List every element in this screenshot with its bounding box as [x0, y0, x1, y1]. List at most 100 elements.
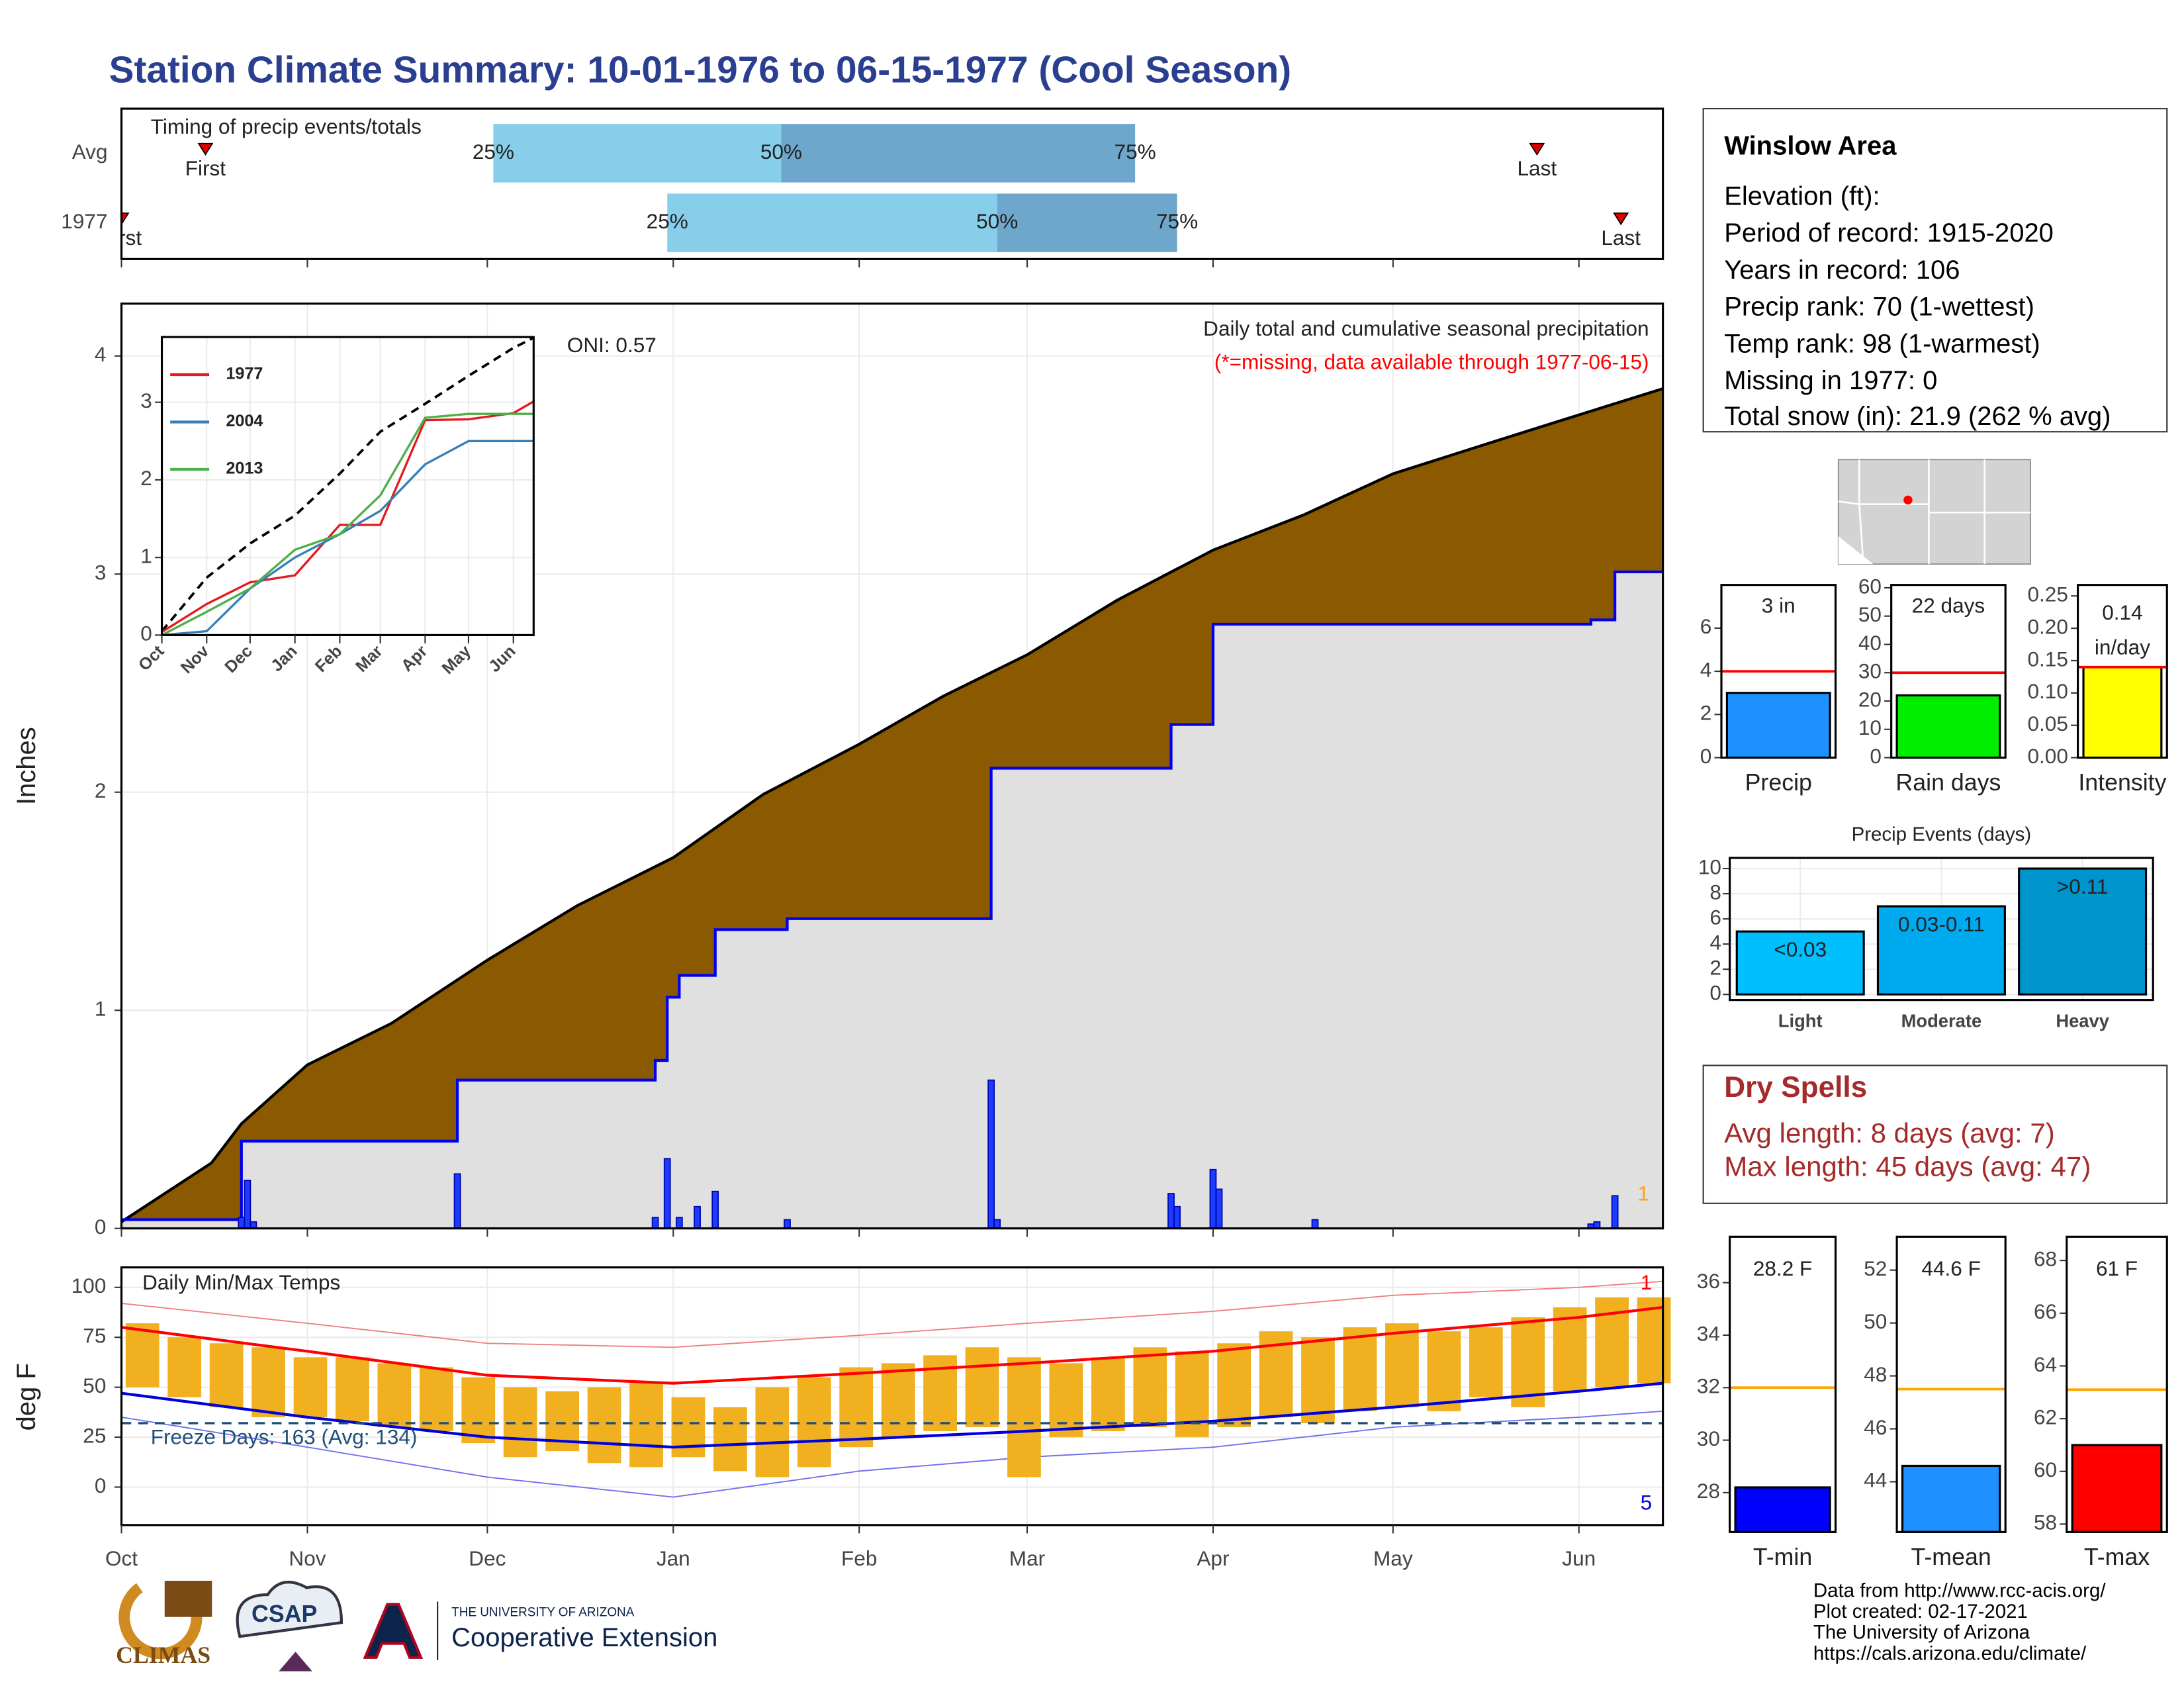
daily-bar: [453, 1173, 461, 1229]
temp-bar: [167, 1337, 202, 1397]
y-axis-label: deg F: [12, 1363, 41, 1430]
category-label: T-mean: [1911, 1544, 1991, 1570]
y-tick-label: 75: [83, 1324, 106, 1348]
plot-bg: [1729, 1237, 1836, 1532]
temp-bar: [713, 1407, 747, 1472]
temp-bar: [1385, 1323, 1419, 1407]
daily-bar: [1311, 1219, 1319, 1229]
y-tick-label: 2: [1700, 701, 1712, 725]
temp-bar: [1133, 1347, 1167, 1427]
y-tick-label: 0.10: [2027, 679, 2068, 703]
timing-label: Last: [1517, 156, 1557, 180]
timing-label: First: [101, 226, 142, 250]
y-tick-label: 100: [71, 1274, 107, 1297]
y-tick-label: 36: [1697, 1269, 1720, 1293]
y-tick-label: 66: [2034, 1299, 2057, 1323]
timing-bar: [781, 124, 1136, 183]
timing-title: Timing of precip events/totals: [151, 115, 422, 138]
station-line: Total snow (in): 21.9 (262 % avg): [1724, 402, 2111, 431]
y-tick-label: 0: [95, 1474, 107, 1497]
temp-bar: [965, 1347, 999, 1427]
temp-bar: [1343, 1327, 1377, 1411]
temp-bar: [125, 1323, 159, 1387]
temp-bar: [1511, 1317, 1545, 1407]
y-tick-label: 60: [1858, 574, 1882, 598]
legend-label: 2004: [226, 412, 263, 430]
value-label: 44.6 F: [1921, 1256, 1980, 1280]
y-tick-label: 28: [1697, 1479, 1720, 1503]
y-tick-label: 2: [1709, 956, 1721, 980]
station-line: Elevation (ft):: [1724, 181, 1880, 211]
low-note: 5: [1641, 1491, 1653, 1515]
temp-bar: [1553, 1307, 1587, 1391]
daily-bar: [987, 1079, 995, 1229]
timing-label: 25%: [473, 140, 514, 164]
csap-text: CSAP: [251, 1601, 317, 1627]
temp-bar: [461, 1377, 496, 1444]
timing-bar: [667, 193, 997, 252]
y-tick-label: 64: [2034, 1352, 2057, 1376]
station-line: Temp rank: 98 (1-warmest): [1724, 329, 2040, 358]
plot-frame: [1729, 857, 2154, 1002]
station-line: Years in record: 106: [1724, 256, 1960, 285]
chart-title: Precip Events (days): [1852, 823, 2032, 845]
value-label: 28.2 F: [1753, 1256, 1812, 1280]
footer-line: The University of Arizona: [1813, 1622, 2030, 1644]
average-line: [161, 336, 535, 632]
csap-logo: CSAP: [236, 1581, 343, 1671]
extension-text: Cooperative Extension: [451, 1623, 717, 1652]
plot-frame: [2066, 1235, 2168, 1533]
value-label: 61 F: [2096, 1256, 2138, 1280]
daily-bar: [784, 1219, 791, 1229]
temp-bar: [336, 1357, 369, 1421]
value-label: 3 in: [1762, 594, 1796, 618]
timing-marker: [1529, 142, 1545, 156]
record-low-line: [121, 1410, 1663, 1498]
y-tick-label: 44: [1864, 1468, 1887, 1492]
row-label: Avg: [72, 140, 108, 164]
plot-frame: [1720, 584, 1837, 759]
plot-frame: [160, 336, 535, 636]
y-tick-label: 10: [1858, 716, 1882, 739]
y-tick-label: 20: [1858, 687, 1882, 711]
timing-label: 25%: [647, 209, 688, 233]
x-tick-label: May: [1373, 1546, 1413, 1570]
category-label: Heavy: [2056, 1011, 2109, 1031]
bar: [1725, 692, 1831, 759]
category-label: Precip: [1745, 769, 1812, 796]
y-tick-label: 2: [95, 778, 107, 802]
bar: [1895, 694, 2001, 759]
x-tick-label: Oct: [105, 1546, 138, 1570]
y-tick-label: 58: [2034, 1511, 2057, 1534]
temp-bar: [1637, 1297, 1671, 1383]
y-tick-label: 30: [1858, 659, 1882, 683]
temp-bar: [881, 1363, 915, 1438]
category-label: T-min: [1753, 1544, 1812, 1570]
bar: [1734, 1486, 1831, 1533]
y-tick-label: 34: [1697, 1321, 1720, 1345]
station-line: Precip rank: 70 (1-wettest): [1724, 293, 2034, 322]
category-label: Light: [1778, 1011, 1823, 1031]
y-tick-label: 0: [1870, 744, 1882, 768]
daily-bar: [694, 1205, 701, 1229]
avg-min-line: [121, 1382, 1663, 1449]
cumulative-area: [121, 571, 1663, 1229]
temp-bar: [1049, 1363, 1083, 1438]
footer-line: Data from http://www.rcc-acis.org/: [1813, 1580, 2106, 1602]
x-tick-label: Jan: [657, 1546, 690, 1570]
temp-bar: [293, 1357, 328, 1417]
temp-bar: [1007, 1357, 1041, 1477]
y-tick-label: 3: [95, 561, 107, 585]
locator-map: [1837, 459, 2031, 565]
y-tick-label: 6: [1709, 905, 1721, 929]
avg-max-line: [121, 1305, 1663, 1385]
plot-frame: [1895, 1235, 2007, 1533]
y-tick-label: 0.15: [2027, 647, 2068, 671]
temp-bar: [839, 1367, 874, 1448]
y-tick-label: 48: [1864, 1362, 1887, 1386]
daily-bar: [1215, 1188, 1223, 1229]
climas-logo: CLIMAS: [116, 1580, 212, 1668]
value-label: 0.14 in/day: [2095, 600, 2150, 659]
corner-note: 1: [1637, 1182, 1649, 1205]
plot-frame: [1729, 1235, 1837, 1533]
